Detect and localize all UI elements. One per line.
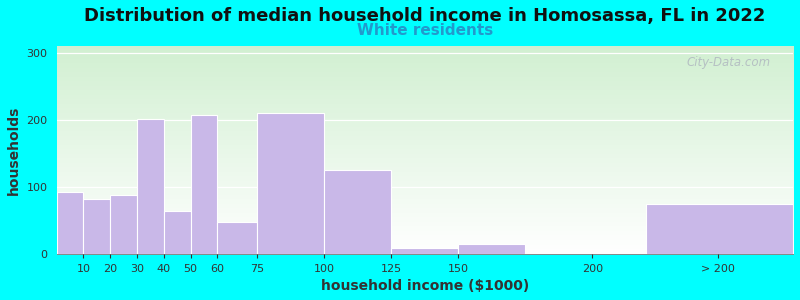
Bar <box>391 248 458 254</box>
Bar <box>325 170 391 254</box>
Bar <box>164 211 190 254</box>
Title: Distribution of median household income in Homosassa, FL in 2022: Distribution of median household income … <box>84 7 766 25</box>
Bar <box>57 192 83 254</box>
Bar <box>190 115 218 254</box>
Bar <box>258 113 325 254</box>
Bar <box>458 244 526 254</box>
Text: White residents: White residents <box>357 22 493 38</box>
Bar <box>83 199 110 254</box>
Bar <box>137 118 164 254</box>
Bar <box>110 195 137 254</box>
X-axis label: household income ($1000): household income ($1000) <box>321 279 529 293</box>
Text: City-Data.com: City-Data.com <box>687 56 771 69</box>
Bar <box>646 204 793 254</box>
Bar <box>218 222 258 254</box>
Y-axis label: households: households <box>7 106 21 195</box>
